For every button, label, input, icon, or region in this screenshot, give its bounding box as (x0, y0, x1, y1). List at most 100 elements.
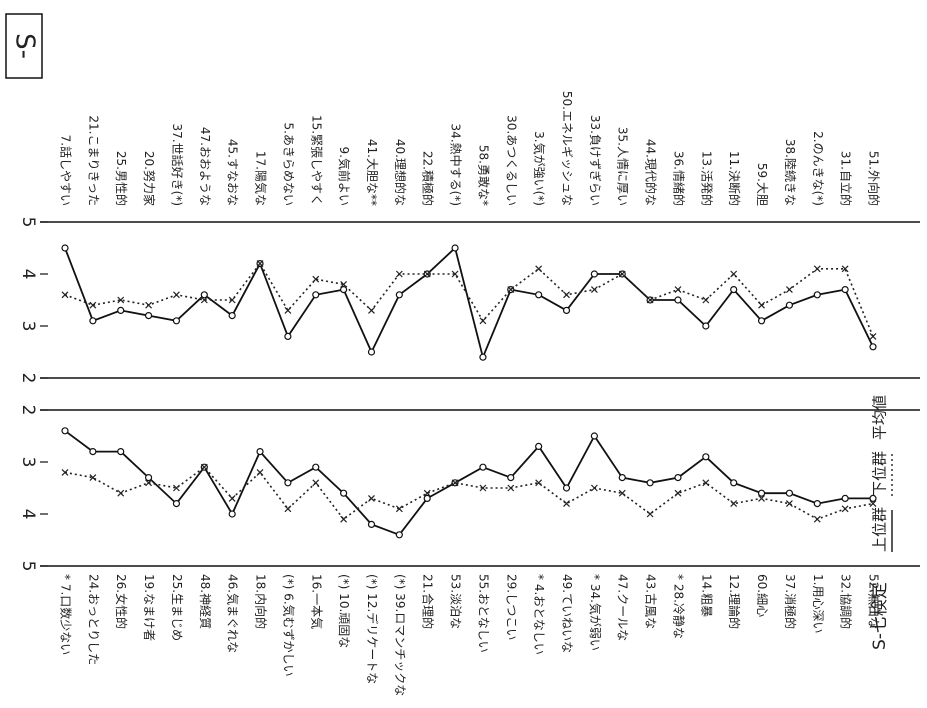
point (451, 270, 459, 278)
item-label: 36.情緒的 (671, 151, 686, 206)
point (758, 301, 765, 309)
legend-title: S-七検定 (870, 582, 890, 650)
point (535, 442, 543, 450)
item-label: 7.話しやすい (59, 135, 74, 206)
point (813, 265, 821, 273)
point (340, 286, 348, 294)
point (590, 286, 598, 294)
point (61, 291, 69, 299)
point (172, 317, 181, 325)
sheet-box-label: S- (10, 33, 40, 59)
point (395, 291, 403, 299)
item-label: 32.協調的 (839, 574, 854, 629)
point (312, 479, 320, 487)
point (144, 474, 153, 482)
point (200, 463, 208, 471)
item-label: 51.外向的 (867, 151, 882, 206)
point (841, 265, 849, 273)
point (479, 463, 487, 471)
item-label: 48.神経質 (198, 574, 213, 629)
point (228, 510, 236, 518)
item-label: * 28.冷静な (671, 574, 685, 639)
point (535, 265, 543, 273)
point (117, 448, 125, 456)
item-label: (*) 12.デリケートな (365, 574, 380, 684)
item-label: 18.内向的 (254, 574, 269, 629)
point (479, 317, 487, 325)
point (200, 296, 208, 304)
point (367, 520, 376, 529)
point (507, 286, 515, 294)
item-label: 41.大胆な** (365, 139, 379, 206)
point (841, 286, 849, 294)
point (730, 270, 738, 278)
series-line (64, 430, 873, 536)
point (757, 317, 766, 325)
item-label: 44.現代的な (644, 139, 659, 206)
y-tick-label: 4 (18, 509, 38, 520)
item-label: 24.おっとりした (86, 574, 100, 665)
item-label: 43.古風な (644, 574, 659, 629)
point (702, 479, 710, 487)
item-label: (*) 6.気むずかしい (281, 574, 296, 677)
point (618, 489, 626, 497)
item-label: 55.おとなしい (476, 574, 490, 653)
series-line (64, 246, 874, 361)
point (284, 479, 292, 487)
item-label: (*) 10.頑固な (337, 574, 351, 648)
point (702, 453, 710, 461)
item-label: 20.努力家 (142, 151, 157, 206)
item-label: * 7.口数少ない (59, 574, 74, 655)
legend-label: 上位群 (871, 507, 889, 552)
point (674, 474, 682, 482)
point (507, 484, 515, 492)
point (368, 306, 375, 314)
item-label: 3.気が強い(*) (532, 131, 547, 206)
item-label: 38.陸続きな (783, 139, 797, 206)
y-tick-label: 5 (18, 561, 38, 572)
item-label: 45.すなおな (226, 139, 240, 206)
item-label: 22.積極的 (421, 151, 436, 206)
y-tick-label: 5 (18, 217, 38, 228)
point (841, 494, 849, 502)
item-label: 31.自立的 (839, 151, 854, 206)
point (144, 312, 153, 320)
item-label: 16.一本気 (309, 574, 324, 629)
y-tick-label: 4 (18, 269, 38, 280)
point (646, 510, 654, 518)
point (618, 474, 626, 482)
point (395, 270, 403, 278)
item-label: 35.人情に厚い (616, 127, 630, 206)
y-tick-label: 2 (18, 373, 38, 384)
point (869, 494, 877, 502)
sheet-box (5, 13, 43, 79)
point (869, 500, 877, 508)
point (340, 515, 348, 523)
point (423, 270, 431, 278)
point (674, 286, 682, 294)
point (340, 280, 348, 288)
point (89, 448, 97, 456)
point (284, 505, 292, 513)
point (757, 489, 766, 497)
item-label: 60.細心 (755, 574, 769, 617)
item-label: 50.エネルギッシュな (560, 91, 574, 206)
point (256, 468, 264, 476)
item-label: 37.消極的 (783, 574, 798, 629)
point (423, 494, 431, 502)
point (423, 489, 431, 497)
point (284, 332, 292, 340)
point (312, 275, 320, 283)
point (479, 353, 487, 361)
point (535, 479, 543, 487)
point (61, 244, 69, 252)
point (813, 291, 821, 299)
point (117, 296, 125, 304)
point (535, 291, 543, 299)
item-label: 25.生まじめ (170, 574, 184, 641)
item-label: 53.淡泊な (449, 574, 463, 629)
item-label: 12.理論的 (727, 574, 742, 629)
point (451, 244, 459, 252)
